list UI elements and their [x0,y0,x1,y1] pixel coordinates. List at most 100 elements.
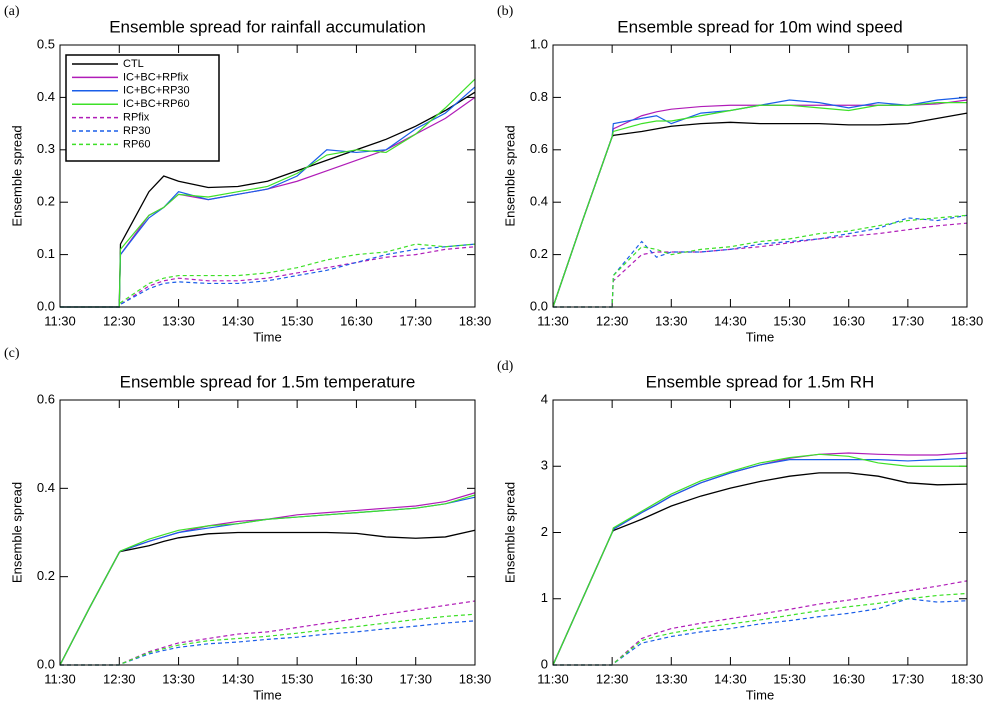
x-axis-label: Time [746,329,774,344]
x-tick-label: 11:30 [44,671,76,686]
legend-label: IC+BC+RP60 [123,98,190,110]
x-tick-label: 18:30 [459,671,492,686]
plot-frame [552,44,968,308]
y-tick-label: 0.3 [37,141,55,156]
series-line [553,598,968,666]
x-tick-label: 13:30 [655,671,688,686]
x-tick-label: 11:30 [44,313,76,328]
x-tick-label: 17:30 [399,313,432,328]
y-tick-label: 0 [541,656,548,671]
x-axis-label: Time [253,687,281,702]
x-tick-label: 14:30 [222,313,255,328]
panel-label: (d) [497,359,514,374]
x-tick-label: 15:30 [281,671,314,686]
series-line [552,452,968,666]
y-tick-label: 0.0 [37,656,55,671]
legend-label: IC+BC+RP30 [123,85,190,97]
x-tick-label: 16:30 [340,313,373,328]
x-tick-label: 18:30 [459,313,492,328]
series-line [60,620,476,666]
x-tick-label: 12:30 [596,671,629,686]
x-tick-label: 11:30 [537,671,569,686]
x-tick-label: 13:30 [162,313,195,328]
y-tick-label: 2 [541,524,548,539]
series-line [552,457,968,666]
y-tick-label: 0.2 [37,194,55,209]
series-line [60,78,476,308]
x-tick-label: 15:30 [773,671,806,686]
series-line [553,222,968,308]
chart-title: Ensemble spread for 10m wind speed [617,17,902,36]
x-tick-label: 12:30 [596,313,629,328]
y-tick-label: 0.4 [37,89,55,104]
plot-frame [59,399,476,666]
x-tick-label: 13:30 [162,671,195,686]
chart-title: Ensemble spread for rainfall accumulatio… [109,17,426,36]
chart-title: Ensemble spread for 1.5m temperature [120,372,416,391]
x-tick-label: 14:30 [714,313,747,328]
series-line [60,600,476,666]
x-tick-label: 16:30 [832,671,865,686]
x-tick-label: 17:30 [892,313,925,328]
y-tick-label: 0.5 [37,36,55,51]
legend-label: RP30 [123,125,151,137]
x-tick-label: 16:30 [832,313,865,328]
y-tick-label: 0.8 [530,89,548,104]
legend-label: IC+BC+RPfix [123,71,189,83]
y-tick-label: 0.6 [530,141,548,156]
legend-label: CTL [123,58,144,70]
x-tick-label: 12:30 [103,671,136,686]
series-line [552,112,968,308]
x-tick-label: 16:30 [340,671,373,686]
series-line [60,243,476,308]
panel-label: (b) [497,4,514,19]
x-tick-label: 18:30 [951,313,984,328]
legend-box [65,54,220,162]
panel-label: (c) [4,346,20,361]
series-line [59,494,476,666]
y-tick-label: 1.0 [530,36,548,51]
legend-label: RPfix [123,112,150,124]
x-tick-label: 14:30 [222,671,255,686]
y-tick-label: 1 [541,590,548,605]
y-tick-label: 3 [541,458,548,473]
x-axis-label: Time [746,687,774,702]
x-tick-label: 14:30 [714,671,747,686]
plot-frame [59,44,476,308]
series-line [552,102,967,308]
y-tick-label: 0.1 [37,246,55,261]
plot-frame [552,399,968,666]
y-axis-label: Ensemble spread [502,482,517,583]
x-tick-label: 17:30 [399,671,432,686]
series-line [552,472,968,666]
series-line [553,592,968,666]
x-axis-label: Time [253,329,281,344]
series-line [553,580,968,666]
y-tick-label: 0.4 [37,480,55,495]
x-tick-label: 13:30 [655,313,688,328]
y-axis-label: Ensemble spread [9,125,24,226]
series-line [552,453,967,666]
series-line [553,214,968,308]
x-tick-label: 18:30 [951,671,984,686]
series-line [552,96,968,308]
y-tick-label: 0.0 [530,298,548,313]
y-tick-label: 0.2 [530,246,548,261]
panel-label: (a) [4,4,20,19]
y-tick-label: 0.4 [530,194,548,209]
chart-title: Ensemble spread for 1.5m RH [646,372,875,391]
x-tick-label: 12:30 [103,313,136,328]
y-tick-label: 0.0 [37,298,55,313]
y-tick-label: 4 [541,391,548,406]
y-tick-label: 0.6 [37,391,55,406]
y-tick-label: 0.2 [37,568,55,583]
x-tick-label: 17:30 [892,671,925,686]
x-tick-label: 15:30 [281,313,314,328]
y-axis-label: Ensemble spread [9,482,24,583]
series-line [553,214,968,308]
series-line [60,243,476,308]
x-tick-label: 15:30 [773,313,806,328]
series-line [60,246,476,308]
